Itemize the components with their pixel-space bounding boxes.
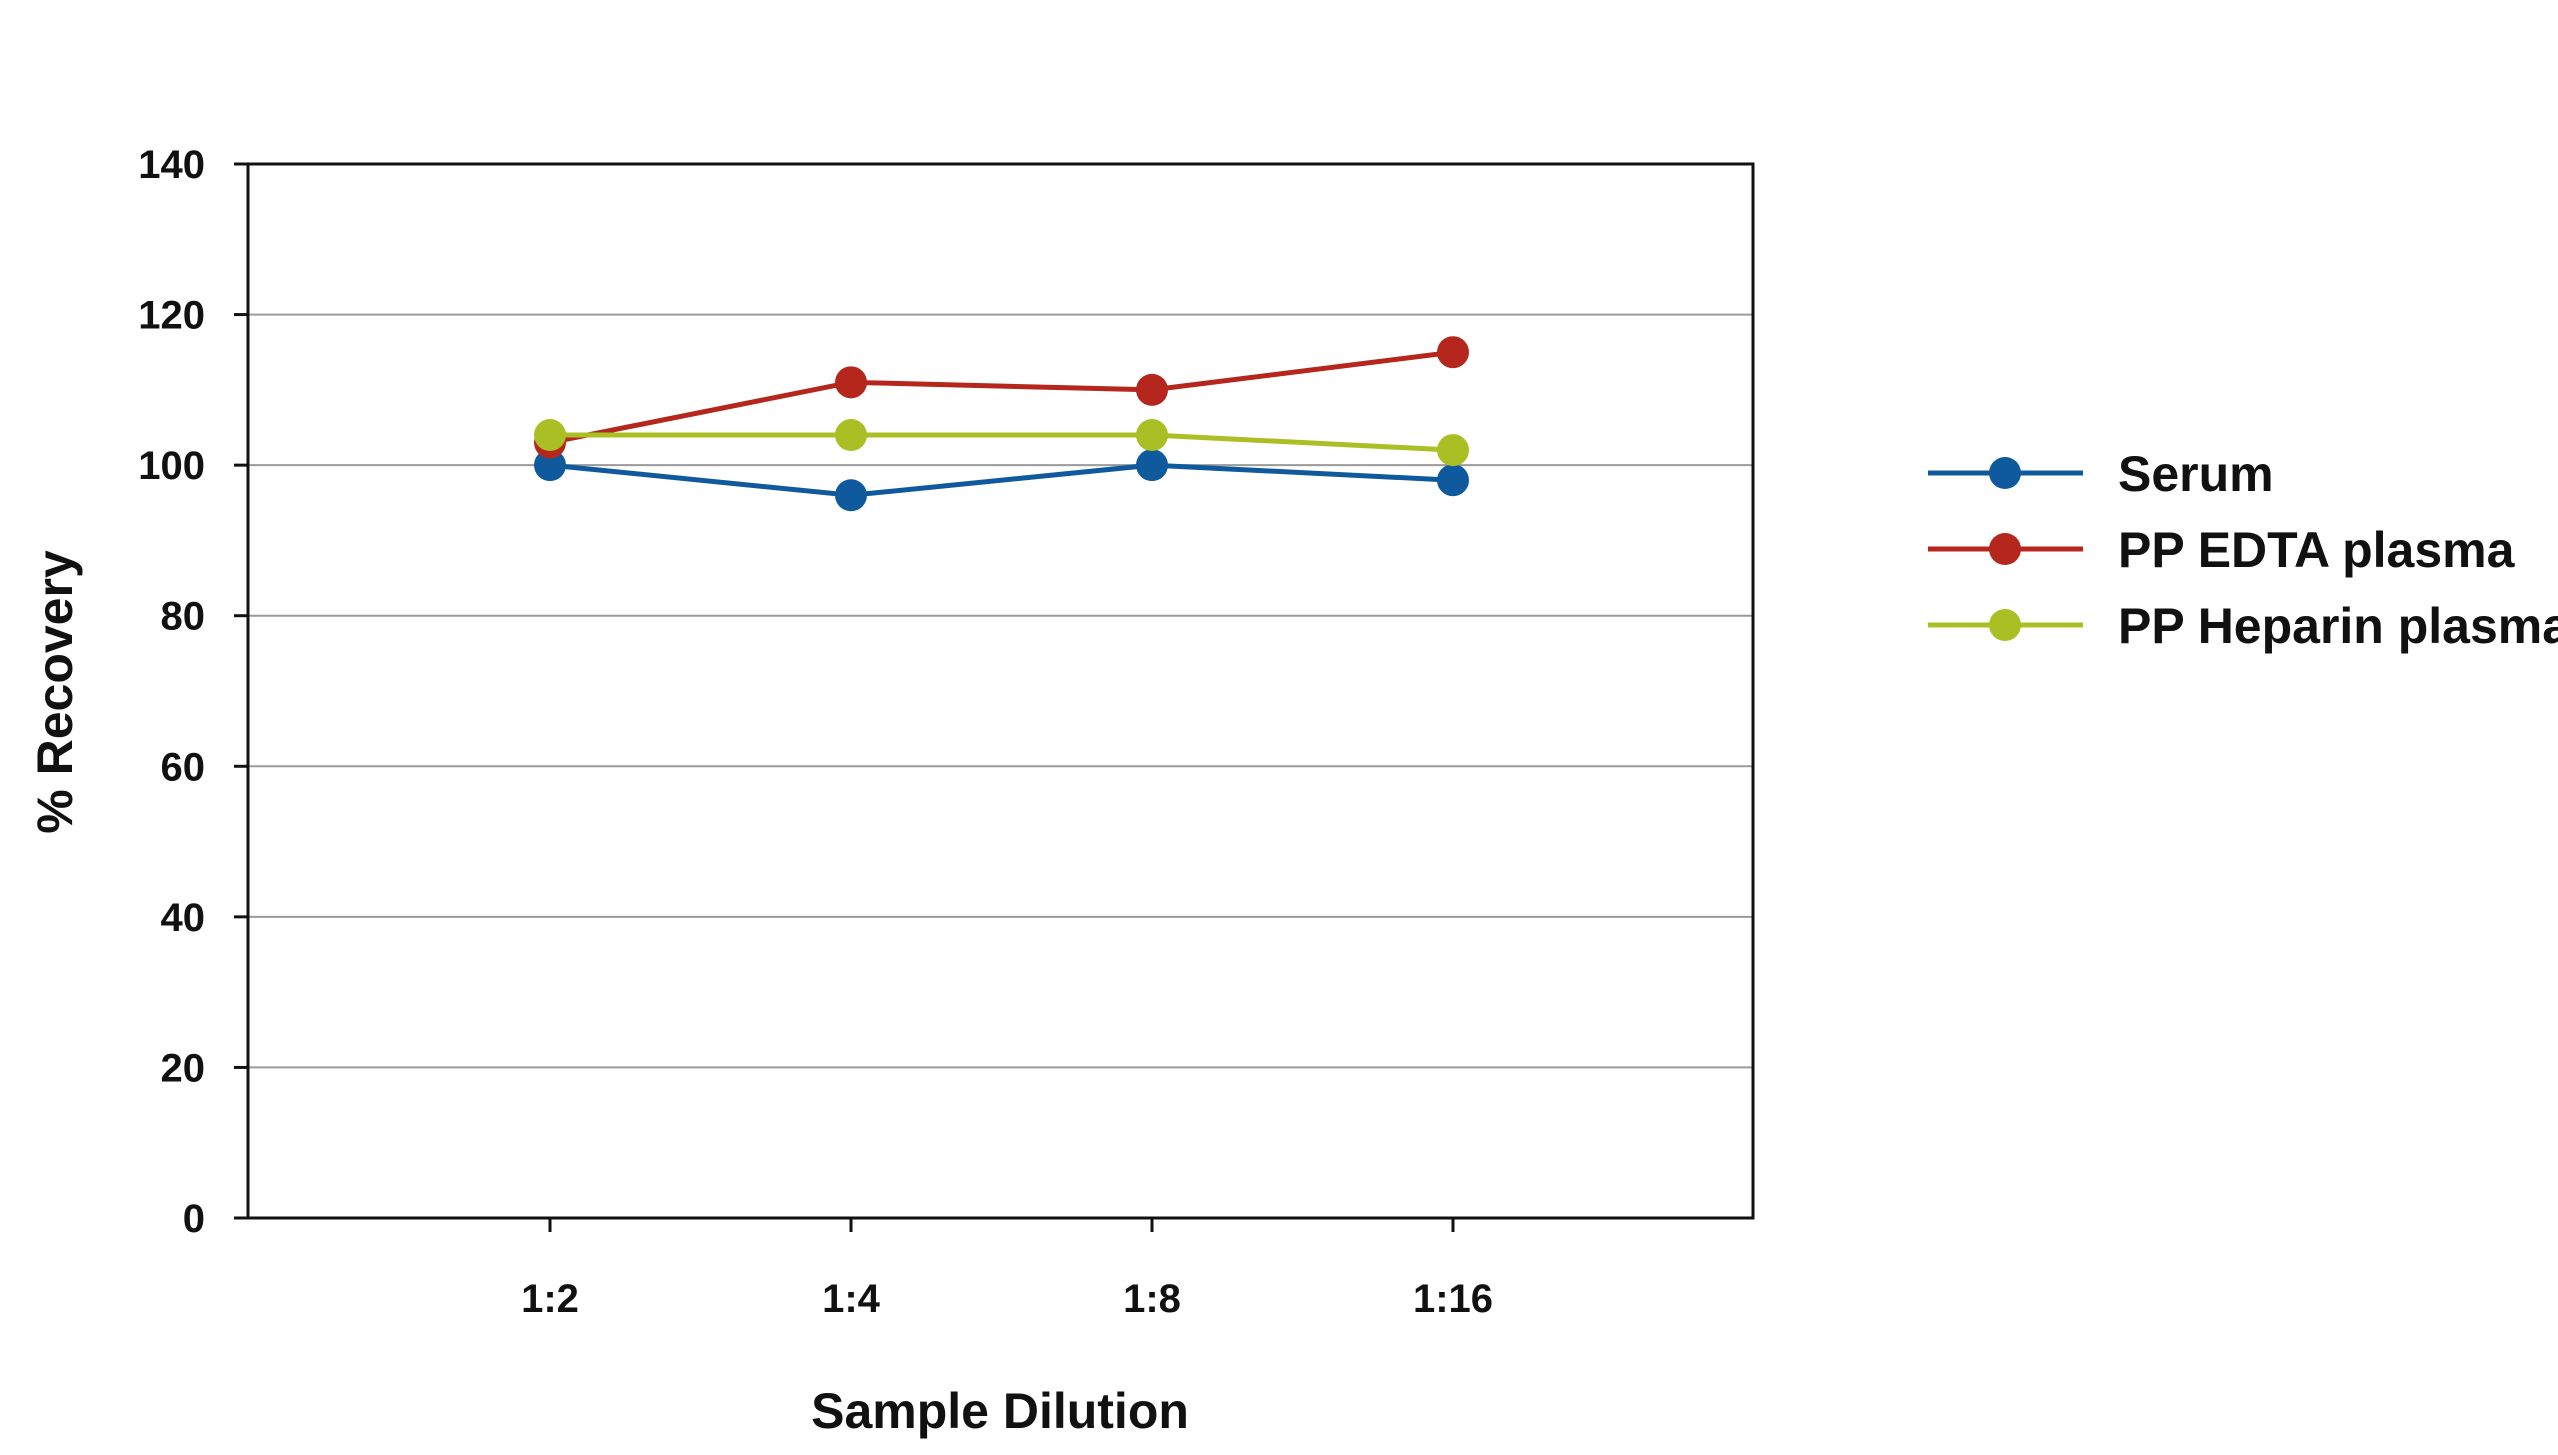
data-point [835,419,867,452]
grid-lines [248,313,1753,1069]
y-tick-label: 20 [161,1046,206,1090]
series-line [550,432,1454,453]
data-point [1437,434,1469,467]
legend-item: Serum [1928,446,2274,502]
data-point [835,366,867,399]
y-tick-label: 60 [161,745,206,789]
data-point [1437,336,1469,369]
x-tick-label: 1:8 [1123,1277,1181,1321]
legend: Serum PP EDTA plasma PP Heparin plasma [1928,446,2558,654]
data-point [1136,373,1168,406]
legend-label: Serum [2118,446,2274,502]
legend-label: PP Heparin plasma [2118,598,2558,654]
data-point [1437,464,1469,497]
series-pp-edta-plasma [534,336,1469,459]
series-line [549,349,1454,446]
data-point [1136,419,1168,452]
y-axis: 0 20 40 60 80 100 120 140 [138,143,248,1241]
series-line [549,462,1454,498]
legend-label: PP EDTA plasma [2118,522,2516,578]
legend-item: PP Heparin plasma [1928,598,2558,654]
plot-area [246,162,1755,1220]
x-axis: 1:2 1:4 1:8 1:16 [521,1218,1493,1321]
data-point [534,449,566,482]
y-tick-label: 40 [161,896,206,940]
data-point [534,419,566,452]
data-point [835,479,867,512]
legend-swatch-marker [1989,609,2021,641]
x-tick-label: 1:16 [1413,1277,1493,1321]
legend-item: PP EDTA plasma [1928,522,2516,578]
legend-swatch-marker [1989,457,2021,489]
y-tick-label: 100 [138,444,205,488]
y-tick-label: 120 [138,294,205,338]
y-tick-label: 140 [138,143,205,187]
y-tick-label: 80 [161,595,206,639]
x-tick-label: 1:4 [822,1277,881,1321]
series-layer [534,336,1469,512]
x-axis-title: Sample Dilution [811,1383,1189,1439]
y-axis-title: % Recovery [27,550,83,834]
y-tick-label: 0 [183,1197,205,1241]
legend-swatch-marker [1989,533,2021,565]
x-tick-label: 1:2 [521,1277,579,1321]
data-point [1136,449,1168,482]
series-serum [534,449,1469,512]
series-pp-heparin-plasma [534,419,1469,467]
